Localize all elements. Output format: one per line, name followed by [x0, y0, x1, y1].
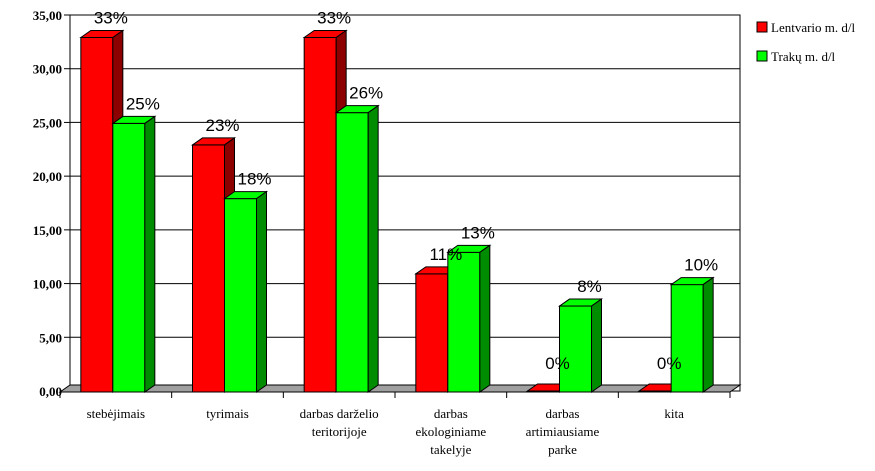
data-label: 33% — [317, 8, 351, 27]
bar — [303, 36, 337, 393]
category-label: darbas darželio teritorijoje — [300, 406, 379, 439]
data-label: 10% — [684, 256, 718, 275]
bar — [335, 112, 369, 393]
legend: Lentvario m. d/l Trakų m. d/l — [756, 20, 856, 64]
data-label: 11% — [429, 245, 462, 264]
bar-side — [367, 104, 379, 393]
data-label: 23% — [205, 116, 239, 135]
legend-swatch — [756, 50, 768, 62]
legend-label: Trakų m. d/l — [771, 49, 836, 64]
bar-side — [256, 190, 267, 393]
bar — [447, 251, 481, 393]
category-label: kita — [664, 406, 684, 421]
data-label: 26% — [349, 84, 383, 103]
bar — [192, 144, 225, 393]
category-label: darbas ekologiniame takelyje — [415, 406, 486, 457]
bar-side — [591, 298, 602, 393]
data-label: 25% — [126, 94, 160, 113]
bar-side — [479, 244, 491, 393]
y-tick-label: 35,00 — [33, 8, 62, 23]
y-tick-label: 10,00 — [33, 277, 62, 292]
y-tick-label: 20,00 — [33, 169, 62, 184]
y-tick-label: 0,00 — [39, 384, 62, 399]
legend-label: Lentvario m. d/l — [771, 20, 856, 35]
category-label: darbas artimiausiame parke — [526, 406, 600, 457]
category-labels: stebėjimais tyrimais darbas darželio terito… — [87, 406, 685, 457]
data-label: 13% — [461, 223, 495, 242]
bar — [112, 122, 146, 393]
bar-side — [702, 276, 714, 393]
grid-lines — [70, 14, 740, 338]
data-label: 18% — [237, 170, 271, 189]
data-labels: 33% 25% 23% 18% 33% 26% 11% 13% 0% 8% 0% 10% — [94, 8, 718, 373]
data-label: 33% — [94, 8, 128, 27]
bars — [79, 29, 715, 393]
category-label: tyrimais — [206, 406, 249, 421]
y-tick-label: 30,00 — [33, 62, 62, 77]
data-label: 0% — [657, 354, 682, 373]
plot-area — [69, 14, 741, 392]
bar — [80, 36, 114, 393]
data-label: 0% — [545, 354, 570, 373]
y-tick-label: 25,00 — [33, 115, 62, 130]
category-label: stebėjimais — [87, 406, 146, 421]
bar — [415, 273, 449, 393]
y-tick-label: 15,00 — [33, 223, 62, 238]
bar — [670, 284, 704, 393]
legend-swatch — [756, 21, 768, 33]
bar-side — [144, 115, 156, 393]
chart-floor — [58, 384, 742, 393]
bar — [224, 198, 257, 393]
bar — [559, 305, 592, 393]
y-tick-label: 5,00 — [39, 330, 62, 345]
data-label: 8% — [577, 277, 602, 296]
